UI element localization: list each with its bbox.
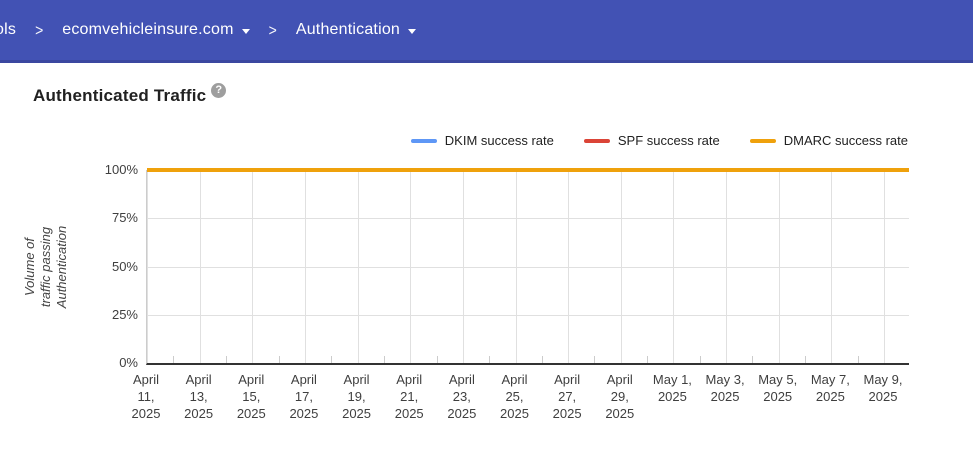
- minor-tick: [805, 356, 807, 363]
- minor-tick: [857, 356, 859, 363]
- minor-tick: [541, 356, 543, 363]
- breadcrumb-section-dropdown[interactable]: Authentication: [295, 21, 417, 39]
- chevron-right-icon: >: [268, 20, 277, 40]
- legend-item: DMARC success rate: [749, 133, 908, 148]
- breadcrumb-domain-label: ecomvehicleinsure.com: [62, 21, 234, 38]
- h-gridline: [147, 266, 909, 268]
- v-gridline: [410, 170, 412, 363]
- h-gridline: [147, 314, 909, 316]
- x-tick-label: April 23, 2025: [447, 372, 477, 421]
- help-icon[interactable]: ?: [211, 83, 227, 98]
- chevron-down-icon: [408, 28, 417, 34]
- v-gridline: [831, 170, 833, 363]
- minor-tick: [436, 356, 438, 363]
- x-tick-label: May 5, 2025: [758, 372, 798, 404]
- legend-label: DMARC success rate: [783, 133, 908, 148]
- x-tick-label: April 25, 2025: [500, 372, 529, 421]
- legend-swatch: [749, 138, 776, 143]
- x-tick-label: April 17, 2025: [289, 372, 319, 421]
- v-gridline: [252, 170, 254, 363]
- breadcrumb-section-label: Authentication: [295, 21, 401, 38]
- legend-item: DKIM success rate: [410, 133, 554, 148]
- v-gridline: [673, 170, 675, 363]
- v-gridline: [147, 170, 148, 363]
- minor-tick: [278, 356, 280, 363]
- v-gridline: [462, 170, 464, 363]
- x-tick-label: May 1, 2025: [652, 372, 692, 404]
- y-tick-label: 75%: [111, 210, 138, 226]
- minor-tick: [173, 356, 175, 363]
- y-axis-title-text: Volume of traffic passing Authentication: [22, 225, 69, 308]
- v-gridline: [568, 170, 570, 363]
- app-bar: ols > ecomvehicleinsure.com > Authentica…: [0, 0, 973, 63]
- legend-label: DKIM success rate: [444, 133, 554, 148]
- chart-legend: DKIM success rate SPF success rate DMARC s…: [410, 133, 908, 148]
- legend-swatch: [410, 138, 437, 143]
- v-gridline: [515, 170, 517, 363]
- minor-tick: [752, 356, 754, 363]
- x-tick-label: April 11, 2025: [131, 372, 161, 421]
- minor-tick: [489, 356, 491, 363]
- v-gridline: [884, 170, 885, 363]
- y-axis-title: Volume of traffic passing Authentication: [18, 170, 74, 363]
- minor-tick: [225, 356, 227, 363]
- h-gridline: [147, 218, 909, 220]
- v-gridline: [304, 170, 306, 363]
- minor-tick: [383, 356, 385, 363]
- breadcrumb-clipped-tools[interactable]: ols: [0, 21, 17, 38]
- chevron-right-icon: >: [35, 20, 44, 40]
- minor-tick: [594, 356, 596, 363]
- legend-item: SPF success rate: [583, 133, 720, 148]
- breadcrumb-domain-dropdown[interactable]: ecomvehicleinsure.com: [62, 21, 250, 39]
- x-tick-label: April 15, 2025: [236, 372, 266, 421]
- series-lines: [147, 168, 909, 172]
- x-tick-label: May 3, 2025: [705, 372, 745, 404]
- v-gridline: [778, 170, 780, 363]
- x-tick-label: April 19, 2025: [342, 372, 372, 421]
- minor-tick: [331, 356, 333, 363]
- minor-tick: [699, 356, 701, 363]
- y-tick-label: 50%: [111, 258, 138, 274]
- x-tick-label: April 27, 2025: [552, 372, 582, 421]
- v-gridline: [357, 170, 359, 363]
- x-tick-label: April 21, 2025: [394, 372, 424, 421]
- page-title: Authenticated Traffic: [33, 86, 207, 105]
- x-tick-label: May 9, 2025: [863, 372, 903, 404]
- y-tick-label: 100%: [104, 162, 138, 177]
- legend-label: SPF success rate: [617, 133, 720, 148]
- x-tick-label: April 29, 2025: [605, 372, 635, 421]
- v-gridline: [199, 170, 201, 363]
- x-tick-label: May 7, 2025: [810, 372, 850, 404]
- y-tick-label: 0%: [119, 355, 138, 370]
- legend-swatch: [583, 138, 610, 143]
- chevron-down-icon: [241, 28, 250, 34]
- page-title-row: Authenticated Traffic ?: [33, 83, 227, 106]
- x-tick-label: April 13, 2025: [184, 372, 214, 421]
- minor-tick: [647, 356, 649, 363]
- v-gridline: [726, 170, 728, 363]
- y-tick-label: 25%: [111, 306, 138, 322]
- v-gridline: [620, 170, 622, 363]
- plot-area: [146, 168, 909, 365]
